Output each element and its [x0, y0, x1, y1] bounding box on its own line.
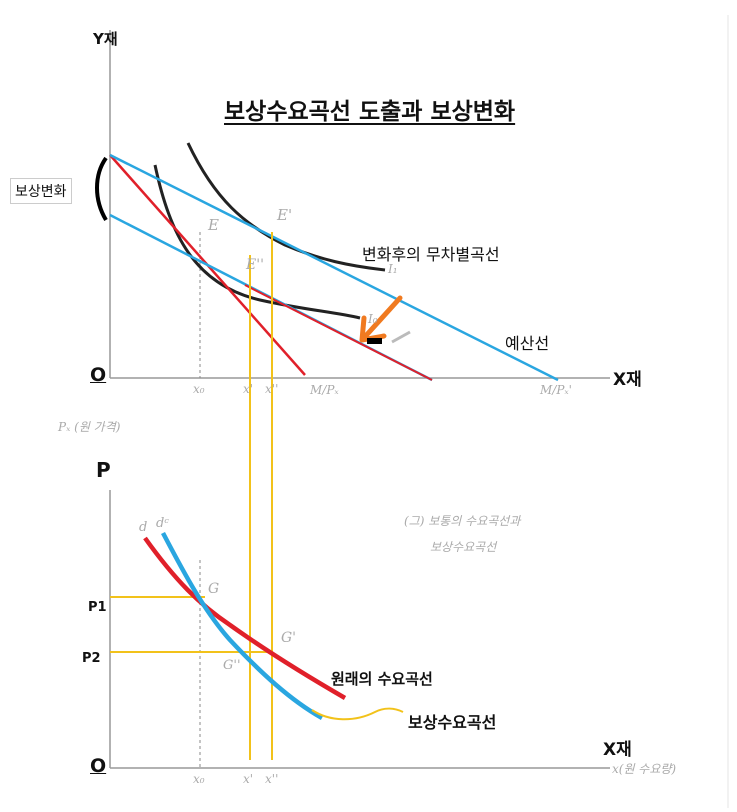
top-x-axis-label: X재 — [613, 370, 642, 390]
figure-caption-1: (그) 보통의 수요곡선과 — [404, 514, 521, 528]
black-marker — [367, 338, 382, 344]
compensated-demand-label: 보상수요곡선 — [408, 713, 497, 732]
budget-line-compensated-red — [244, 284, 433, 381]
indifference-curve-i0 — [153, 164, 361, 320]
ordinary-demand-curve — [143, 536, 347, 700]
diagram-title: 보상수요곡선 도출과 보상변화 — [224, 99, 516, 125]
budget-label: 예산선 — [505, 334, 550, 353]
compensation-label: 보상변화 — [10, 178, 72, 204]
p2-label: P2 — [82, 651, 101, 666]
top-tick-x0: x₀ — [193, 382, 205, 396]
quantity-caption: x(원 수요량) — [612, 762, 677, 776]
top-origin-label: O — [90, 364, 107, 386]
point-g: G — [208, 581, 220, 597]
point-e-double-prime: E'' — [246, 257, 264, 273]
budget-line-new — [109, 153, 559, 382]
yellow-connector — [311, 707, 404, 721]
ordinary-demand-label: 원래의 수요곡선 — [331, 670, 433, 688]
compensation-brace — [95, 156, 108, 222]
top-y-axis-label: Y재 — [93, 30, 118, 48]
top-mx2-label: M/Pₓ' — [540, 383, 572, 397]
top-tick-x2: x'' — [265, 382, 279, 396]
curve-tag-dc: dᶜ — [156, 516, 169, 531]
price-caption: Pₓ (원 가격) — [58, 420, 121, 434]
curve-tag-i1: I₁ — [388, 262, 398, 276]
bottom-tick-x1: x' — [243, 772, 254, 786]
curve-tag-d: d — [139, 520, 148, 535]
p1-label: P1 — [88, 600, 107, 615]
point-g-prime: G' — [281, 630, 297, 646]
bottom-y-axis-label: P — [96, 458, 111, 482]
point-g-double-prime: G'' — [223, 658, 241, 673]
curve-tag-i0: I₀ — [368, 312, 378, 326]
top-tick-x1: x' — [243, 382, 254, 396]
bottom-x-axis-label: X재 — [603, 740, 632, 760]
point-e: E — [208, 216, 219, 234]
indifference-label: 변화후의 무차별곡선 — [362, 245, 500, 264]
faint-arrow-icon — [391, 330, 411, 344]
top-mx-label: M/Pₓ — [310, 383, 339, 397]
indifference-curve-i1 — [186, 142, 386, 272]
bottom-tick-x2: x'' — [265, 772, 279, 786]
point-e-prime: E' — [277, 206, 293, 224]
bottom-origin-label: O — [90, 755, 107, 777]
bottom-tick-x0: x₀ — [193, 772, 205, 786]
figure-caption-2: 보상수요곡선 — [430, 540, 497, 554]
compensated-demand-curve — [161, 531, 324, 720]
